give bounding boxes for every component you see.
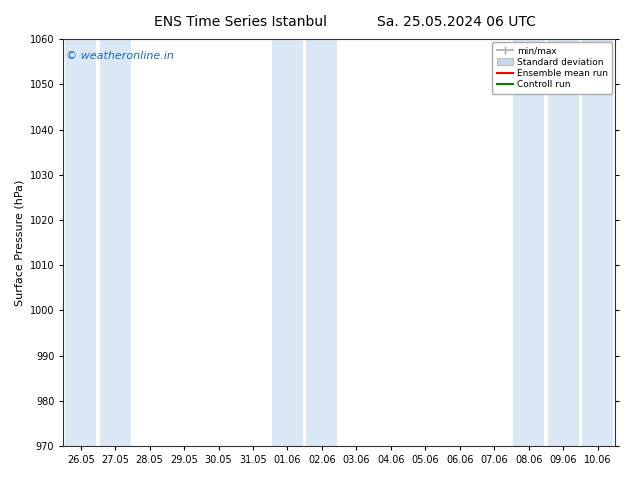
- Legend: min/max, Standard deviation, Ensemble mean run, Controll run: min/max, Standard deviation, Ensemble me…: [493, 42, 612, 94]
- Text: © weatheronline.in: © weatheronline.in: [66, 51, 174, 61]
- Bar: [65, 39, 96, 446]
- Bar: [582, 39, 613, 446]
- Y-axis label: Surface Pressure (hPa): Surface Pressure (hPa): [14, 179, 24, 306]
- Bar: [514, 39, 545, 446]
- Text: ENS Time Series Istanbul: ENS Time Series Istanbul: [155, 15, 327, 29]
- Bar: [100, 39, 131, 446]
- Bar: [306, 39, 337, 446]
- Text: Sa. 25.05.2024 06 UTC: Sa. 25.05.2024 06 UTC: [377, 15, 536, 29]
- Bar: [272, 39, 303, 446]
- Bar: [548, 39, 579, 446]
